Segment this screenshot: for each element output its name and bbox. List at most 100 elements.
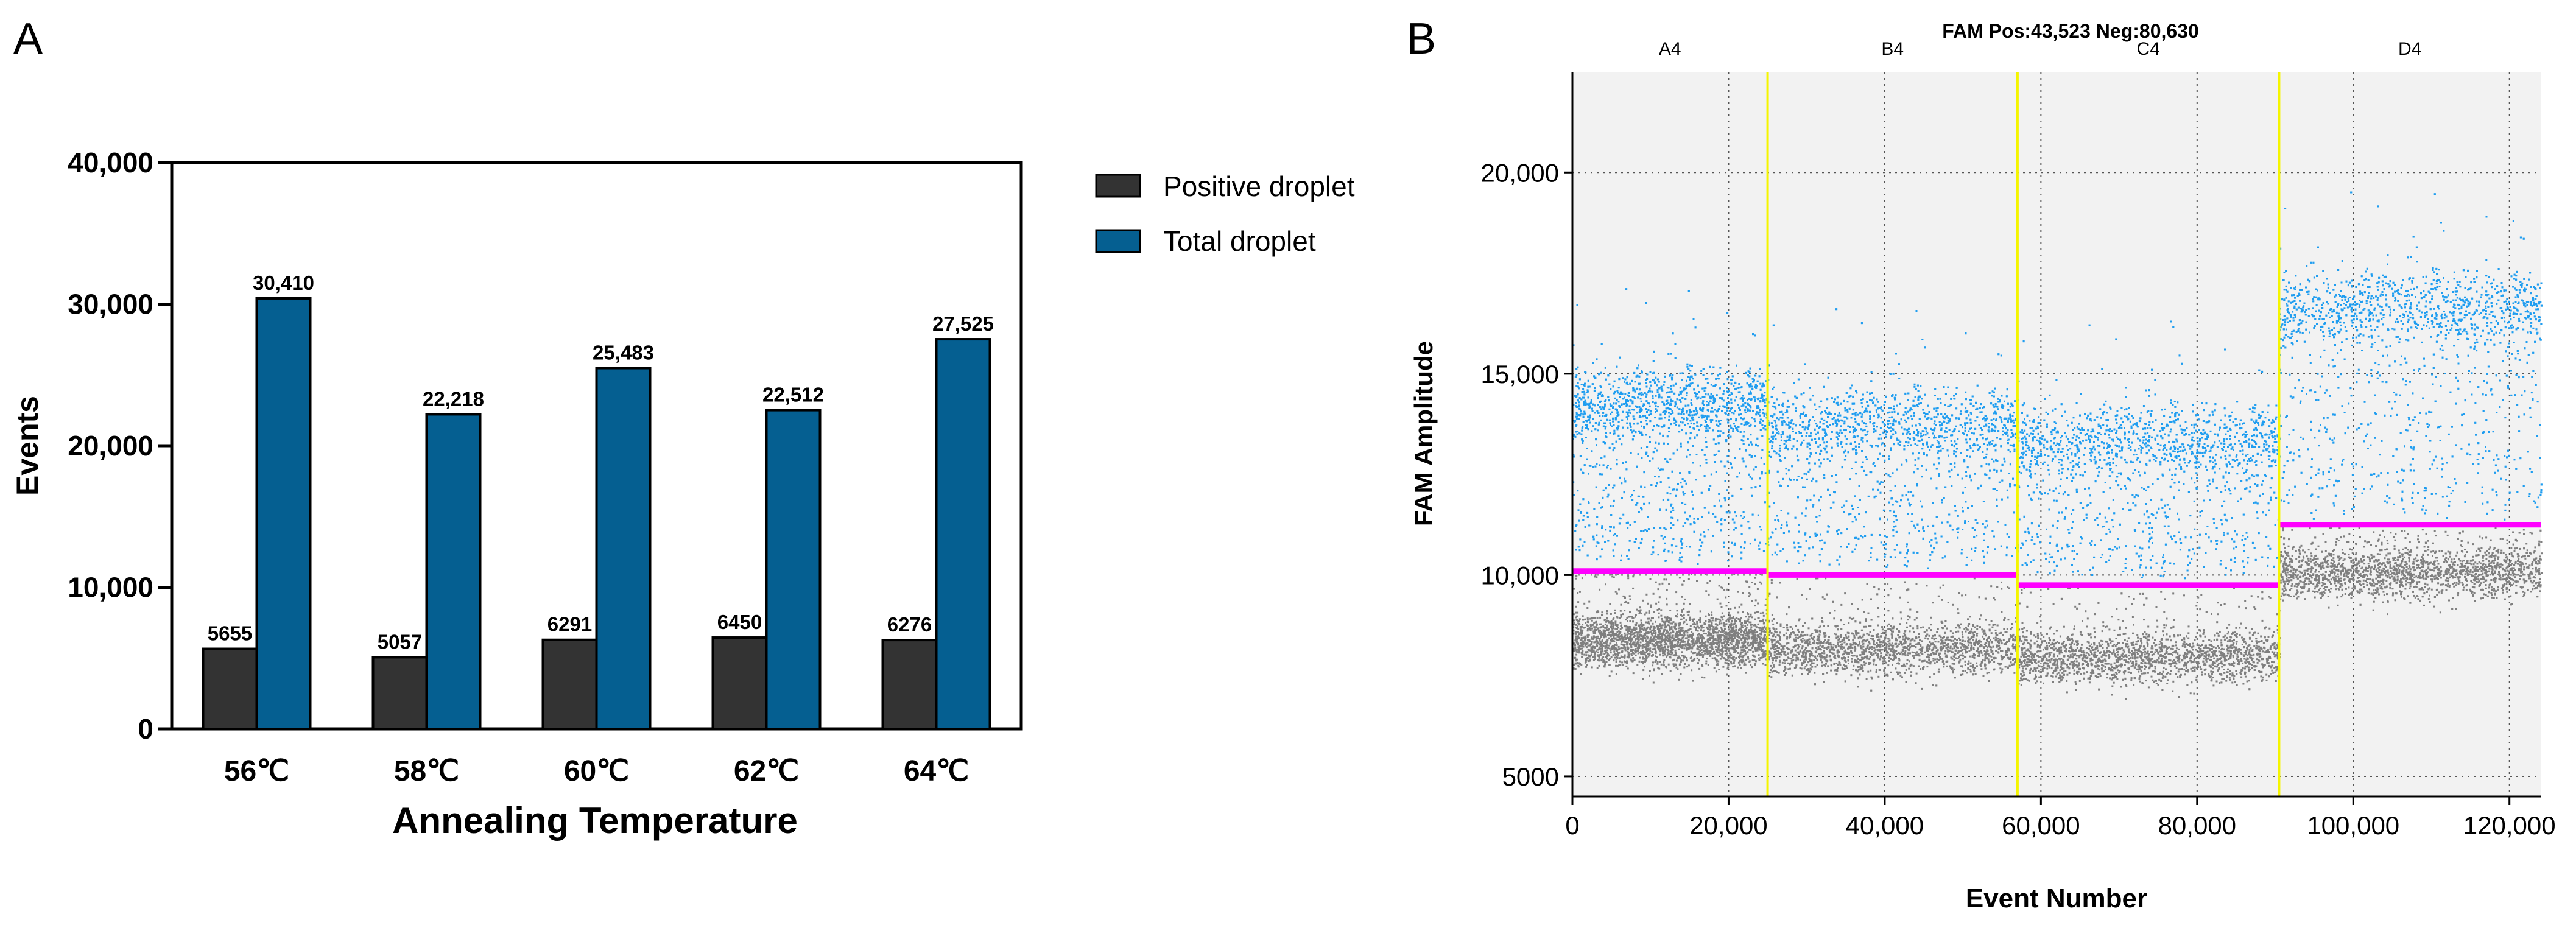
droplet-positive [1738, 413, 1740, 416]
droplet-positive [1647, 516, 1649, 518]
droplet-negative [1753, 630, 1755, 633]
droplet-positive [1639, 382, 1641, 385]
droplet-negative [1652, 644, 1655, 647]
droplet-negative [1670, 647, 1672, 649]
droplet-negative [1750, 638, 1753, 640]
droplet-negative [1614, 627, 1617, 630]
droplet-negative [1613, 645, 1616, 647]
droplet-negative [1757, 602, 1759, 605]
droplet-negative [1744, 629, 1746, 631]
droplet-negative [1667, 650, 1670, 652]
droplet-negative [1595, 650, 1597, 653]
droplet-negative [1762, 656, 1765, 658]
droplet-negative [1721, 645, 1723, 647]
droplet-negative [1650, 640, 1653, 642]
droplet-positive [1587, 428, 1589, 431]
droplet-negative [1694, 652, 1697, 654]
droplet-negative [1641, 647, 1644, 650]
droplet-positive [1659, 481, 1662, 483]
droplet-positive [1621, 497, 1623, 499]
droplet-positive [1590, 399, 1592, 401]
droplet-positive [1597, 429, 1599, 432]
droplet-negative [1642, 658, 1644, 660]
droplet-positive [1728, 402, 1730, 404]
droplet-negative [1666, 656, 1667, 658]
droplet-negative [1610, 620, 1613, 622]
droplet-positive [1760, 529, 1762, 531]
droplet-negative [1658, 596, 1661, 599]
droplet-positive [1597, 404, 1599, 406]
droplet-negative [1627, 630, 1630, 632]
droplet-negative [1658, 636, 1660, 638]
droplet-positive [1669, 374, 1671, 377]
droplet-negative [1608, 659, 1610, 661]
droplet-positive [1655, 376, 1657, 379]
droplet-negative [1683, 644, 1685, 647]
droplet-negative [1599, 638, 1601, 639]
droplet-positive [1613, 402, 1615, 405]
droplet-negative [1740, 649, 1743, 652]
droplet-negative [1747, 632, 1749, 634]
droplet-negative [1711, 619, 1714, 622]
droplet-negative [1721, 642, 1723, 645]
droplet-negative [1764, 631, 1767, 633]
droplet-negative [1596, 654, 1599, 656]
droplet-negative [1617, 655, 1619, 657]
droplet-negative [1717, 660, 1720, 663]
droplet-negative [1745, 652, 1748, 655]
droplet-negative [1686, 666, 1689, 668]
droplet-positive [1726, 402, 1728, 404]
droplet-positive [1713, 505, 1716, 507]
droplet-negative [1588, 628, 1591, 631]
droplet-negative [1581, 653, 1583, 656]
droplet-positive [1607, 493, 1610, 496]
droplet-positive [1689, 523, 1692, 526]
droplet-positive [1742, 404, 1745, 407]
droplet-negative [1692, 634, 1694, 636]
droplet-positive [1588, 402, 1591, 405]
droplet-negative [1641, 628, 1644, 630]
droplet-negative [1759, 620, 1761, 622]
droplet-negative [1719, 602, 1722, 605]
droplet-negative [1728, 649, 1730, 652]
droplet-negative [1666, 597, 1668, 600]
droplet-negative [1756, 637, 1758, 639]
droplet-negative [1702, 642, 1705, 644]
droplet-positive [1622, 513, 1625, 516]
droplet-positive [1595, 545, 1597, 547]
droplet-negative [1611, 646, 1613, 648]
droplet-positive [1645, 423, 1648, 426]
droplet-negative [1573, 648, 1575, 650]
droplet-negative [1608, 675, 1611, 677]
droplet-negative [1743, 664, 1745, 666]
droplet-positive [1722, 432, 1725, 434]
droplet-negative [1713, 667, 1716, 669]
droplet-positive [1654, 381, 1656, 384]
x-tick-label-a: 58℃ [394, 755, 459, 787]
droplet-positive [1586, 427, 1588, 429]
droplet-negative [1577, 625, 1579, 628]
droplet-negative [1726, 646, 1729, 649]
droplet-positive [1646, 446, 1649, 448]
droplet-negative [1594, 652, 1596, 654]
droplet-positive [1594, 428, 1597, 431]
droplet-negative [1667, 639, 1669, 642]
droplet-negative [1715, 649, 1717, 651]
droplet-negative [1624, 597, 1626, 599]
droplet-negative [1580, 639, 1583, 641]
droplet-negative [1614, 649, 1616, 651]
droplet-negative [1616, 650, 1618, 652]
droplet-positive [1687, 290, 1690, 292]
droplet-negative [1670, 653, 1672, 656]
droplet-negative [1674, 655, 1677, 657]
droplet-negative [1754, 636, 1756, 638]
droplet-negative [1572, 667, 1575, 669]
droplet-positive [1690, 399, 1692, 401]
droplet-positive [1624, 396, 1625, 399]
droplet-negative [1688, 643, 1691, 645]
droplet-negative [1626, 617, 1628, 619]
droplet-positive [1730, 418, 1732, 420]
droplet-positive [1662, 537, 1664, 540]
droplet-negative [1658, 647, 1660, 650]
droplet-negative [1599, 639, 1601, 642]
